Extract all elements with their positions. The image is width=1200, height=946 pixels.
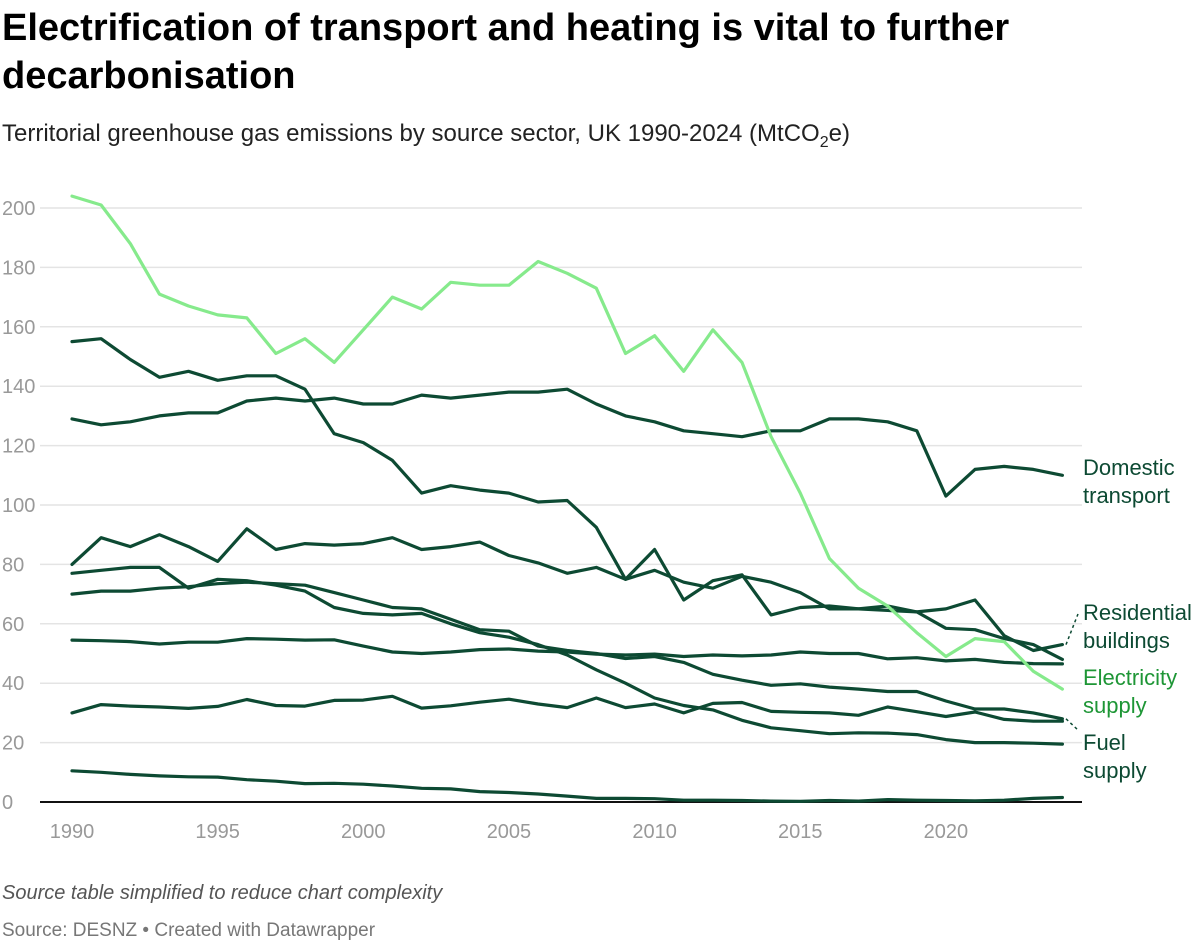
- series-line: [70, 337, 1064, 661]
- y-tick-label: 120: [2, 436, 35, 458]
- series-label-line: supply: [1083, 693, 1147, 718]
- y-tick-label: 160: [2, 317, 35, 339]
- y-tick-label: 60: [2, 614, 24, 636]
- series-line: [70, 194, 1064, 691]
- label-leader-line: [1065, 613, 1079, 645]
- series-label-line: buildings: [1083, 628, 1170, 653]
- y-tick-label: 40: [2, 673, 24, 695]
- line-chart: 0 20 40 60 80 100 120 140 160 180 200 1990 1995 2000 2…: [2, 194, 1192, 843]
- chart-note: Source table simplified to reduce chart …: [2, 882, 443, 904]
- chart-title: Electrification of transport and heating…: [2, 7, 1010, 97]
- x-tick-label: 1990: [50, 821, 95, 843]
- x-tick-label: 2015: [778, 821, 823, 843]
- x-tick-label: 1995: [195, 821, 240, 843]
- series-line: [70, 637, 1064, 666]
- series-label-line: Domestic: [1083, 455, 1175, 480]
- series-label-line: Fuel: [1083, 730, 1126, 755]
- label-leader-line: [1065, 718, 1079, 731]
- y-tick-label: 20: [2, 733, 24, 755]
- chart-subtitle: Territorial greenhouse gas emissions by …: [2, 120, 850, 152]
- series-label-line: transport: [1083, 483, 1170, 508]
- chart-source: Source: DESNZ • Created with Datawrapper: [2, 920, 376, 941]
- series-label-line: supply: [1083, 758, 1147, 783]
- subtitle-tail: e): [828, 120, 850, 147]
- x-tick-label: 2005: [487, 821, 532, 843]
- x-tick-label: 2010: [632, 821, 677, 843]
- y-tick-label: 140: [2, 376, 35, 398]
- series-line: [70, 769, 1064, 803]
- series-line: [70, 565, 1064, 746]
- y-tick-label: 100: [2, 495, 35, 517]
- series-line: [70, 527, 1064, 653]
- y-tick-label: 0: [2, 792, 13, 814]
- series-label: Fuel supply: [1083, 730, 1147, 783]
- y-tick-label: 180: [2, 257, 35, 279]
- x-tick-label: 2000: [341, 821, 386, 843]
- series-label: Electricity supply: [1083, 665, 1177, 718]
- series-label: Residential buildings: [1083, 600, 1192, 653]
- x-tick-label: 2020: [924, 821, 969, 843]
- subtitle-text: Territorial greenhouse gas emissions by …: [2, 120, 820, 147]
- series-label: Domestic transport: [1083, 455, 1175, 508]
- series-label-line: Electricity: [1083, 665, 1177, 690]
- series-line: [70, 694, 1064, 723]
- subtitle-subscript: 2: [819, 133, 829, 151]
- y-tick-label: 80: [2, 554, 24, 576]
- y-tick-label: 200: [2, 198, 35, 220]
- series-label-line: Residential: [1083, 600, 1192, 625]
- series-line: [70, 387, 1064, 498]
